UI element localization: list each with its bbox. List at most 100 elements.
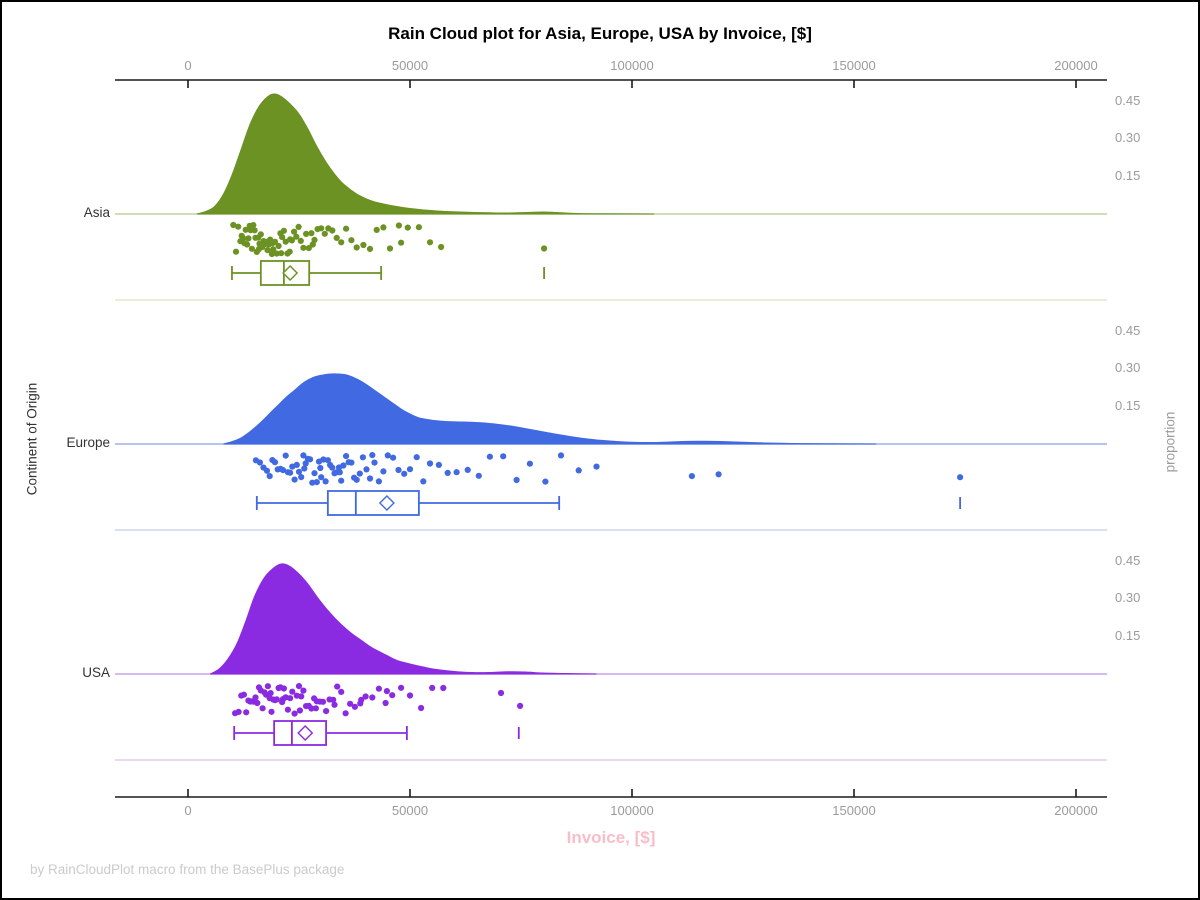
rain-point-europe: [338, 477, 345, 484]
rain-point-usa: [369, 694, 376, 701]
rain-point-europe: [317, 464, 324, 472]
rain-point-usa: [347, 700, 354, 707]
rain-point-europe: [475, 472, 482, 479]
rain-point-usa: [284, 706, 291, 713]
rain-point-europe: [426, 460, 434, 467]
rain-point-asia: [244, 241, 251, 248]
rain-point-usa: [382, 699, 389, 707]
rain-point-asia: [278, 250, 285, 257]
rain-point-europe: [444, 469, 451, 476]
rain-point-europe: [401, 470, 408, 477]
rain-point-asia: [373, 226, 380, 233]
rain-point-asia: [291, 228, 298, 235]
rain-point-europe: [513, 476, 520, 484]
rain-point-asia: [366, 245, 374, 252]
rain-point-europe: [318, 474, 325, 481]
category-label-asia: Asia: [83, 205, 110, 220]
rain-point-asia: [251, 227, 258, 234]
rain-point-asia: [230, 221, 237, 229]
rain-point-usa: [273, 696, 280, 703]
rain-point-asia: [240, 235, 247, 242]
rain-point-usa: [287, 695, 294, 702]
rain-point-europe: [464, 466, 471, 473]
rain-point-asia: [250, 222, 257, 229]
rain-point-usa: [362, 693, 369, 700]
rain-point-asia: [275, 242, 282, 250]
rain-point-europe: [313, 479, 320, 486]
rain-point-asia: [257, 231, 264, 238]
rain-point-usa: [334, 683, 341, 690]
rain-point-usa: [323, 708, 330, 715]
x-tick-label-bottom: 200000: [1054, 803, 1098, 818]
category-label-europe: Europe: [66, 435, 110, 450]
x-tick-label-top: 200000: [1054, 58, 1098, 73]
proportion-tick-label-europe: 0.30: [1115, 360, 1141, 375]
rain-point-asia: [348, 237, 355, 244]
rain-point-europe: [293, 461, 300, 468]
rain-point-europe: [435, 461, 442, 468]
x-axis-label: Invoice, [$]: [566, 828, 656, 847]
box-europe: [326, 490, 420, 516]
proportion-tick-label-usa: 0.45: [1115, 552, 1141, 568]
rain-point-europe: [366, 475, 374, 482]
rain-point-europe: [375, 478, 382, 485]
rain-point-europe: [486, 453, 493, 460]
rain-point-europe: [343, 453, 350, 460]
rain-point-usa: [338, 688, 345, 696]
rain-point-asia: [270, 246, 277, 253]
rain-point-europe: [271, 459, 279, 466]
rain-point-europe: [291, 476, 298, 483]
rain-point-europe: [329, 464, 336, 471]
rain-point-usa: [291, 710, 298, 717]
rain-point-europe: [322, 478, 329, 485]
proportion-tick-label-asia: 0.15: [1115, 167, 1141, 183]
rain-point-europe: [557, 452, 565, 459]
rain-point-asia: [395, 222, 402, 229]
rain-point-usa: [252, 694, 259, 701]
x-tick-label-top: 0: [184, 58, 192, 73]
category-label-usa: USA: [82, 665, 110, 680]
rain-point-asia: [329, 227, 336, 234]
rain-point-europe: [369, 452, 376, 459]
rain-point-asia: [286, 248, 293, 255]
rain-point-usa: [342, 710, 349, 717]
rain-point-asia: [269, 240, 276, 247]
rain-point-europe: [263, 467, 271, 474]
rain-point-europe: [287, 469, 294, 476]
proportion-tick-label-asia: 0.30: [1115, 130, 1141, 145]
rain-point-asia: [255, 245, 263, 253]
x-tick-label-top: 50000: [391, 58, 429, 73]
rain-point-europe: [282, 452, 289, 459]
chart-title: Rain Cloud plot for Asia, Europe, USA by…: [388, 24, 812, 43]
rain-point-asia: [398, 239, 405, 246]
rain-point-asia: [264, 247, 271, 254]
rain-point-usa: [383, 688, 390, 695]
rain-point-europe: [542, 478, 549, 485]
mean-diamond-usa: [297, 725, 314, 741]
rain-point-asia: [541, 245, 548, 252]
rain-point-europe: [295, 468, 303, 475]
rain-point-europe: [957, 474, 964, 481]
rain-point-usa: [264, 683, 271, 690]
rain-point-asia: [268, 250, 275, 258]
proportion-axis-label: proportion: [1162, 411, 1178, 473]
rain-point-asia: [438, 243, 445, 251]
rain-point-europe: [359, 454, 366, 461]
rain-point-usa: [254, 699, 261, 707]
rain-point-europe: [453, 469, 460, 476]
rain-point-asia: [333, 234, 340, 241]
rain-point-usa: [429, 684, 436, 692]
rain-point-asia: [242, 226, 249, 233]
rain-point-asia: [380, 224, 387, 231]
rain-point-asia: [321, 230, 328, 237]
rain-point-asia: [295, 223, 302, 230]
proportion-tick-label-europe: 0.15: [1115, 397, 1141, 413]
rain-point-usa: [330, 696, 337, 703]
rain-point-asia: [360, 241, 367, 249]
rain-point-usa: [289, 688, 296, 695]
rain-point-asia: [305, 245, 312, 252]
rain-point-europe: [266, 473, 273, 480]
rain-point-europe: [301, 465, 308, 472]
rain-point-europe: [688, 473, 696, 480]
